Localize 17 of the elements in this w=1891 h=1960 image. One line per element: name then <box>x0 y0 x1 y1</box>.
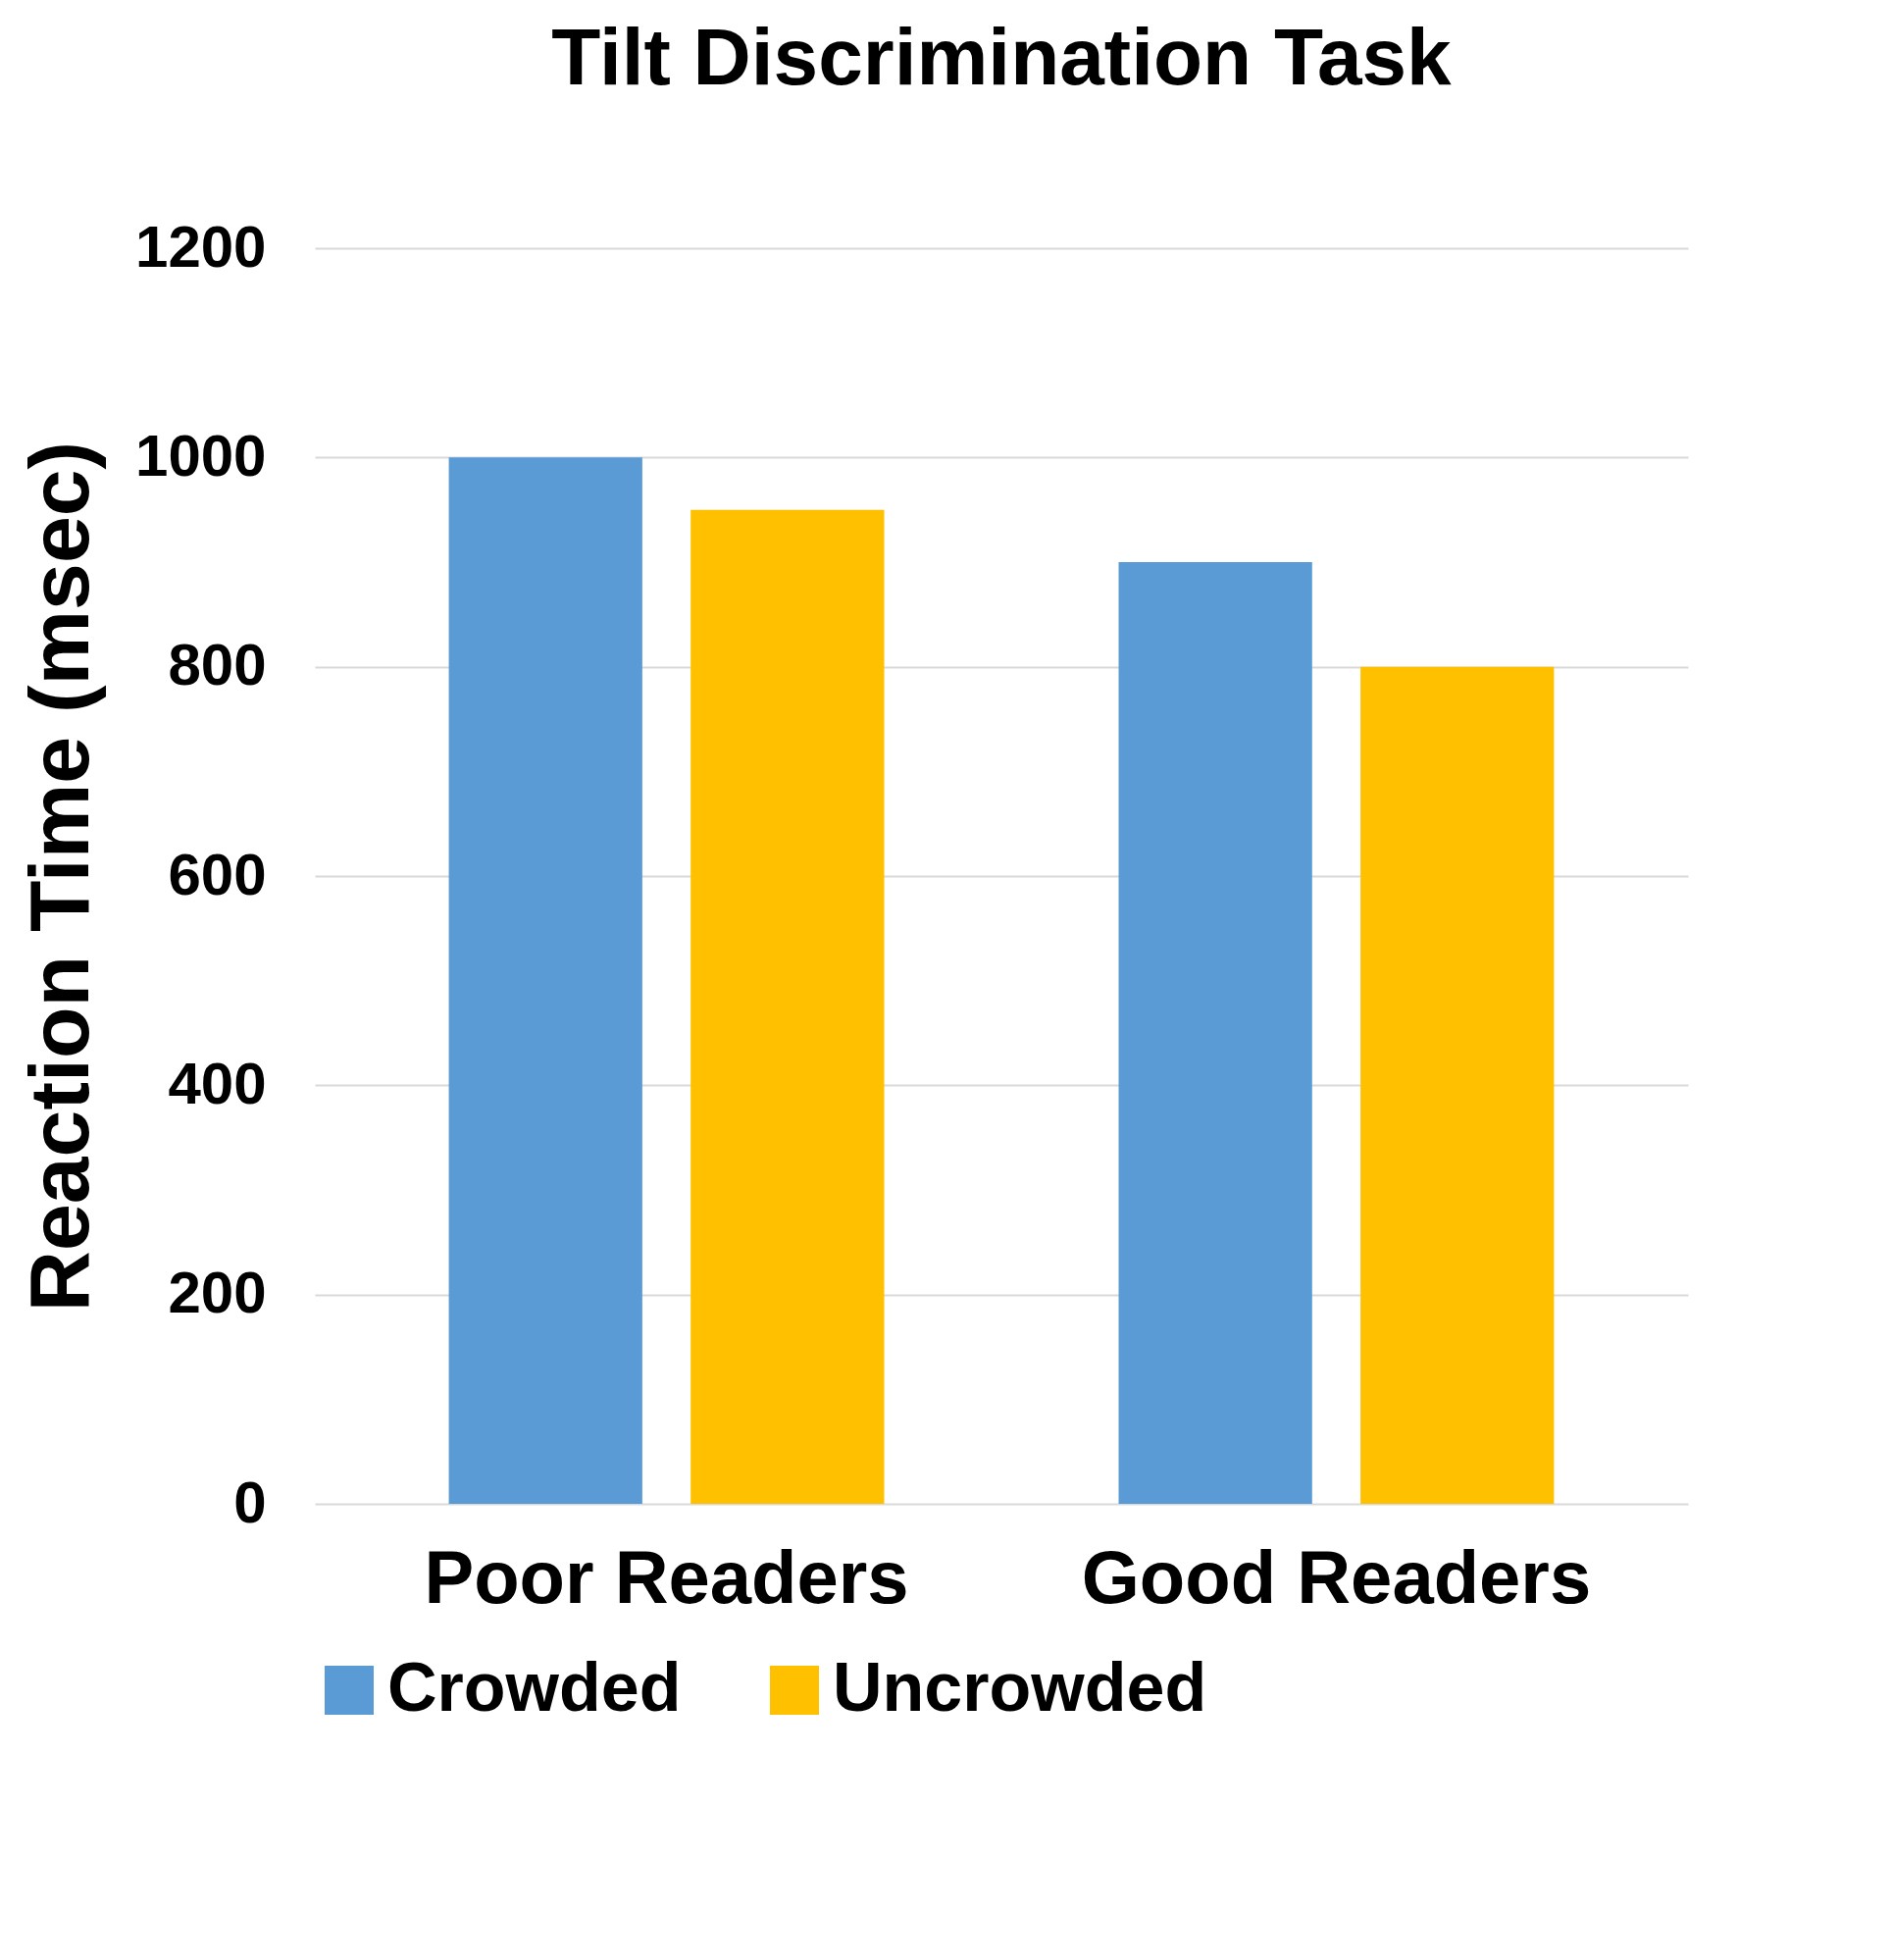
y-tick-label: 200 <box>168 1260 267 1326</box>
legend-label: Crowded <box>387 1649 682 1726</box>
legend-label: Uncrowded <box>833 1649 1207 1726</box>
bar <box>690 509 885 1504</box>
y-tick-label: 400 <box>168 1050 267 1116</box>
y-tick-label: 0 <box>233 1469 267 1535</box>
y-tick-label: 600 <box>168 841 267 907</box>
bar <box>1360 666 1555 1504</box>
bar <box>448 457 642 1504</box>
y-tick-label: 1000 <box>135 422 267 489</box>
chart-title: Tilt Discrimination Task <box>551 12 1453 101</box>
y-axis-title: Reaction Time (msec) <box>12 440 107 1313</box>
x-tick-label: Good Readers <box>1081 1534 1592 1619</box>
x-tick-label: Poor Readers <box>424 1534 909 1619</box>
bar <box>1118 562 1312 1504</box>
y-tick-label: 800 <box>168 632 267 698</box>
y-tick-label: 1200 <box>135 213 267 280</box>
